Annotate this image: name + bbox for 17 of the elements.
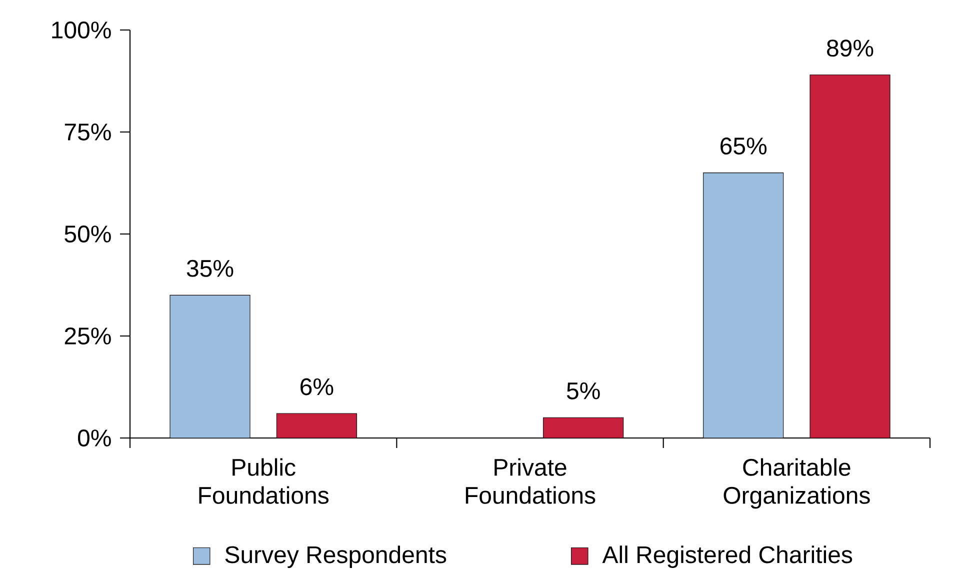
bar — [170, 294, 250, 438]
x-tick-label: Charitable Organizations — [724, 458, 870, 509]
data-label: 6% — [300, 378, 334, 396]
x-tick-label: Private Foundations — [466, 458, 596, 504]
data-label: 35% — [186, 260, 234, 277]
legend-label: Survey Respondents — [225, 546, 446, 568]
y-tick-label: 0% — [78, 429, 111, 446]
y-tick-label: 75% — [64, 124, 111, 140]
data-label: 89% — [827, 40, 874, 57]
legend-label: All Registered Charities — [602, 546, 852, 568]
y-tick-label: 100% — [52, 21, 111, 38]
data-label: 5% — [566, 382, 600, 400]
x-tick-label: Public Foundations — [199, 458, 329, 504]
y-tick-label: 25% — [64, 327, 111, 344]
bar — [703, 172, 784, 438]
y-tick-label: 50% — [64, 225, 111, 242]
data-label: 65% — [720, 138, 767, 155]
